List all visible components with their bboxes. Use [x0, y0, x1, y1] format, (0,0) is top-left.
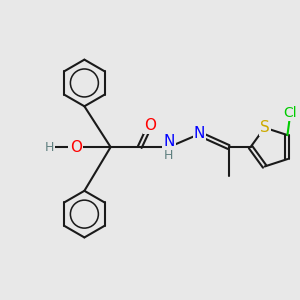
- Text: N: N: [163, 134, 175, 149]
- Text: S: S: [260, 120, 269, 135]
- Text: H: H: [164, 149, 174, 162]
- Text: O: O: [70, 140, 82, 154]
- Text: H: H: [45, 141, 54, 154]
- Text: N: N: [194, 127, 205, 142]
- Text: Cl: Cl: [284, 106, 297, 120]
- Text: O: O: [144, 118, 156, 133]
